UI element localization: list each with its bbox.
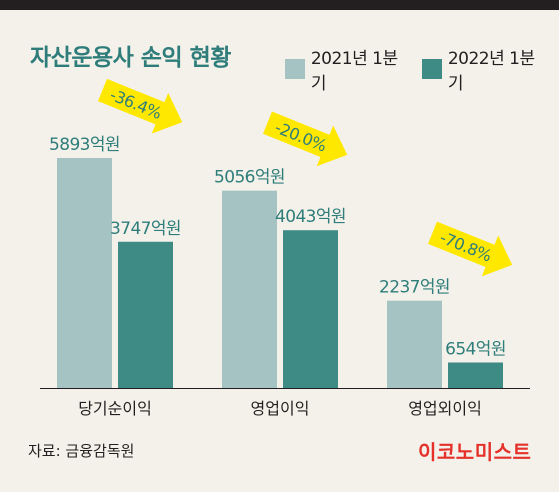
change-arrow-shape-operating-income [263,111,348,167]
change-arrow-shape-non-operating-income [428,221,513,277]
data-label-operating-income-2021: 5056억원 [214,168,285,188]
bar-net-income-2021 [57,158,112,388]
legend-label-2022: 2022년 1분기 [447,49,535,94]
data-label-net-income-2021: 5893억원 [49,135,120,155]
category-label-net-income: 당기순이익 [78,399,152,418]
publisher-logo: 이코노미스트 [418,440,532,464]
change-arrow-operating-income: -20.0% [263,111,348,167]
bar-operating-income-2022 [283,230,338,388]
data-label-net-income-2022: 3747억원 [110,219,181,239]
bar-non-operating-income-2022 [448,362,503,388]
change-arrow-net-income: -36.4% [98,78,183,134]
legend-swatch-2022 [422,59,442,79]
bar-non-operating-income-2021 [387,300,442,388]
category-label-non-operating-income: 영업외이익 [408,399,482,418]
data-label-non-operating-income-2021: 2237억원 [379,278,450,298]
bar-operating-income-2021 [222,190,277,388]
category-label-operating-income: 영업이익 [251,399,310,418]
data-label-operating-income-2022: 4043억원 [275,207,346,227]
legend-item-2022: 2022년 1분기 [422,44,549,94]
source-note: 자료: 금융감독원 [28,442,135,460]
data-label-non-operating-income-2022: 654억원 [445,339,506,359]
bar-net-income-2022 [118,241,173,388]
legend-item-2021: 2021년 1분기 [285,44,412,94]
change-arrow-non-operating-income: -70.8% [428,221,513,277]
top-bar [0,0,559,10]
legend: 2021년 1분기 2022년 1분기 [285,44,559,94]
chart-title: 자산운용사 손익 현황 [30,45,231,71]
change-arrow-shape-net-income [98,78,183,134]
legend-label-2021: 2021년 1분기 [310,49,398,94]
legend-swatch-2021 [285,59,305,79]
